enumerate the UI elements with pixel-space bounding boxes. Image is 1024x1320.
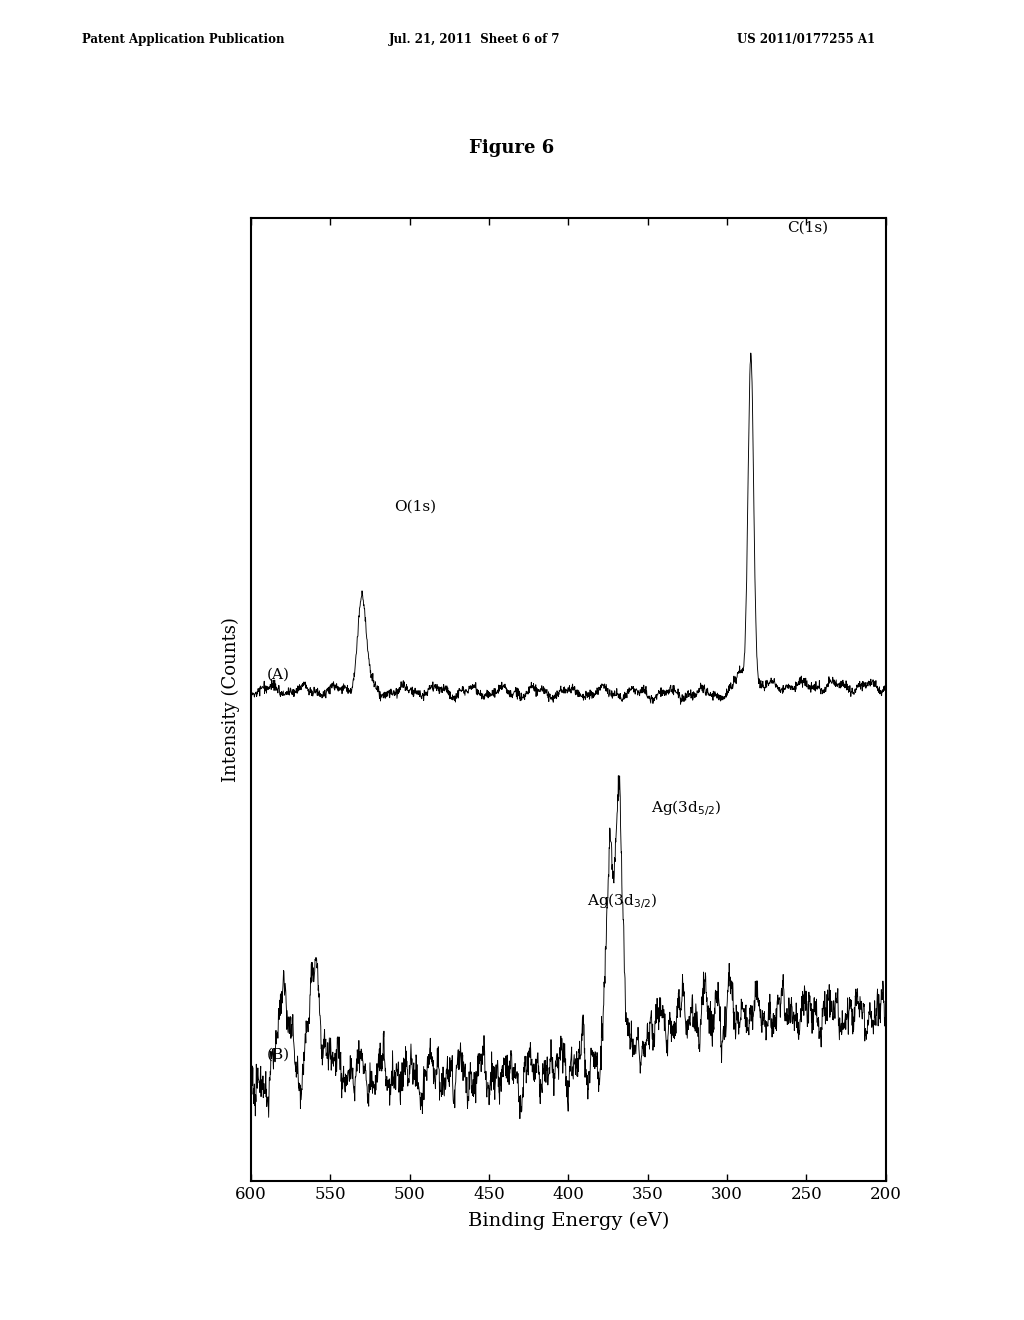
Text: Figure 6: Figure 6 [469, 139, 555, 157]
Text: Ag(3d$_{5/2}$): Ag(3d$_{5/2}$) [651, 797, 721, 818]
Text: Jul. 21, 2011  Sheet 6 of 7: Jul. 21, 2011 Sheet 6 of 7 [389, 33, 560, 46]
Text: C(1s): C(1s) [787, 220, 828, 235]
Text: Ag(3d$_{3/2}$): Ag(3d$_{3/2}$) [588, 891, 657, 911]
Text: (A): (A) [266, 667, 290, 681]
Text: O(1s): O(1s) [393, 500, 436, 513]
Text: US 2011/0177255 A1: US 2011/0177255 A1 [737, 33, 876, 46]
X-axis label: Binding Energy (eV): Binding Energy (eV) [468, 1212, 669, 1230]
Text: (B): (B) [266, 1048, 290, 1061]
Y-axis label: Intensity (Counts): Intensity (Counts) [221, 618, 240, 781]
Text: Patent Application Publication: Patent Application Publication [82, 33, 285, 46]
